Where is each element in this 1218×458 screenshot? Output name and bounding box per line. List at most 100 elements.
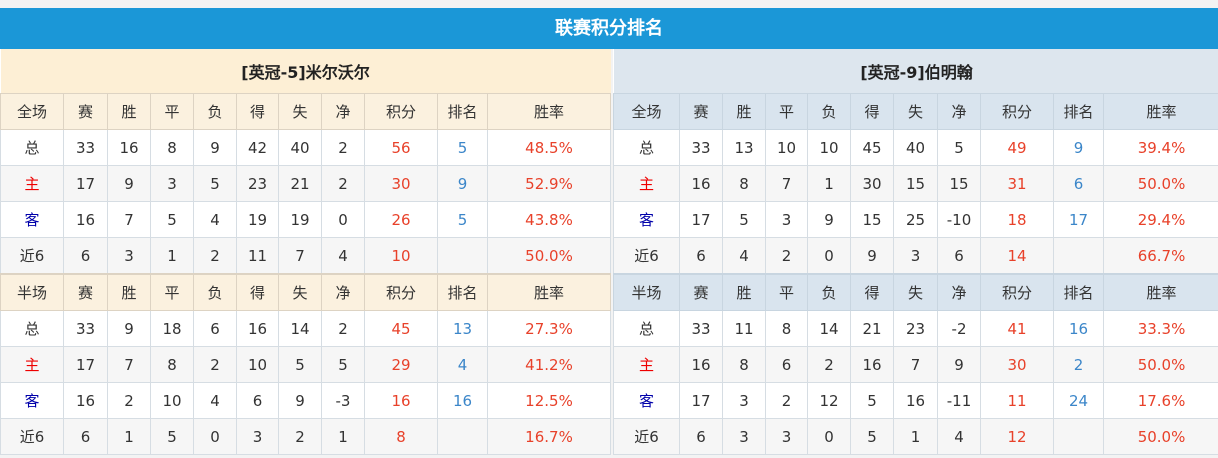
cell-draw: 3 bbox=[150, 165, 194, 202]
cell-win-rate: 66.7% bbox=[1103, 237, 1218, 275]
cell-loss: 4 bbox=[193, 201, 237, 238]
cell-draw: 8 bbox=[150, 346, 194, 383]
column-header: 赛 bbox=[63, 93, 108, 130]
half-header-row: 半场赛胜平负得失净积分 排名 胜率 bbox=[0, 273, 612, 311]
cell-rank bbox=[1053, 237, 1105, 275]
cell-win: 8 bbox=[722, 165, 767, 202]
section-label: 半场 bbox=[613, 273, 681, 311]
cell-rank: 9 bbox=[437, 165, 488, 202]
cell-goals-for: 5 bbox=[850, 382, 895, 419]
full-header-row: 全场赛胜平负得失净积分 排名 胜率 bbox=[0, 93, 612, 130]
cell-goals-for: 16 bbox=[236, 310, 279, 347]
table-row: 客 16 2 10 4 6 9 -3 16 16 12.5% bbox=[0, 382, 612, 419]
column-header: 平 bbox=[150, 273, 194, 311]
cell-goals-against: 25 bbox=[893, 201, 939, 238]
column-header: 积分 bbox=[364, 273, 438, 311]
column-header: 平 bbox=[765, 93, 809, 130]
cell-played: 17 bbox=[679, 201, 724, 238]
cell-win-rate: 12.5% bbox=[486, 382, 612, 419]
cell-points: 16 bbox=[364, 382, 438, 419]
cell-points: 45 bbox=[364, 310, 438, 347]
column-header: 胜 bbox=[722, 273, 767, 311]
cell-win: 3 bbox=[722, 382, 767, 419]
cell-win: 5 bbox=[722, 201, 767, 238]
table-row: 近6 6 1 5 0 3 2 1 8 16.7% bbox=[0, 418, 612, 455]
column-header: 赛 bbox=[679, 273, 724, 311]
cell-rank: 13 bbox=[437, 310, 488, 347]
row-label: 近6 bbox=[0, 418, 64, 455]
column-header: 积分 bbox=[980, 93, 1055, 130]
cell-goal-diff: 6 bbox=[937, 237, 982, 275]
cell-draw: 6 bbox=[765, 346, 809, 383]
cell-goal-diff: 2 bbox=[321, 129, 365, 166]
cell-loss: 10 bbox=[807, 129, 852, 166]
cell-draw: 3 bbox=[765, 201, 809, 238]
row-label: 主 bbox=[0, 346, 64, 383]
team-name: [英冠-9]伯明翰 bbox=[613, 49, 1218, 94]
cell-loss: 2 bbox=[807, 346, 852, 383]
cell-loss: 9 bbox=[807, 201, 852, 238]
standings-title: 联赛积分排名 bbox=[0, 8, 1218, 49]
cell-win-rate: 29.4% bbox=[1103, 201, 1218, 238]
column-header: 负 bbox=[193, 273, 237, 311]
cell-win: 4 bbox=[722, 237, 767, 275]
cell-win-rate: 48.5% bbox=[486, 129, 612, 166]
cell-points: 14 bbox=[980, 237, 1055, 275]
cell-rank bbox=[1053, 418, 1105, 455]
row-label: 客 bbox=[613, 382, 681, 419]
cell-played: 16 bbox=[679, 346, 724, 383]
cell-rank bbox=[437, 418, 488, 455]
cell-points: 8 bbox=[364, 418, 438, 455]
column-header: 净 bbox=[937, 273, 982, 311]
cell-win: 1 bbox=[107, 418, 151, 455]
column-header: 得 bbox=[236, 93, 279, 130]
cell-rank: 9 bbox=[1053, 129, 1105, 166]
cell-goals-against: 15 bbox=[893, 165, 939, 202]
cell-draw: 8 bbox=[150, 129, 194, 166]
cell-goals-for: 6 bbox=[236, 382, 279, 419]
table-row: 主 16 8 6 2 16 7 9 30 2 50.0% bbox=[613, 346, 1218, 383]
cell-goal-diff: 15 bbox=[937, 165, 982, 202]
cell-goals-against: 7 bbox=[278, 237, 322, 275]
cell-points: 10 bbox=[364, 237, 438, 275]
cell-win: 7 bbox=[107, 201, 151, 238]
row-label: 近6 bbox=[0, 237, 64, 275]
cell-goals-for: 21 bbox=[850, 310, 895, 347]
column-header: 胜率 bbox=[1103, 273, 1218, 311]
row-label: 总 bbox=[0, 310, 64, 347]
cell-points: 18 bbox=[980, 201, 1055, 238]
cell-loss: 9 bbox=[193, 129, 237, 166]
cell-win-rate: 39.4% bbox=[1103, 129, 1218, 166]
table-row: 总 33 9 18 6 16 14 2 45 13 27.3% bbox=[0, 310, 612, 347]
cell-goal-diff: 2 bbox=[321, 310, 365, 347]
column-header: 失 bbox=[278, 93, 322, 130]
cell-draw: 10 bbox=[150, 382, 194, 419]
cell-loss: 0 bbox=[807, 418, 852, 455]
section-label: 全场 bbox=[613, 93, 681, 130]
cell-loss: 1 bbox=[807, 165, 852, 202]
table-row: 总 33 11 8 14 21 23 -2 41 16 33.3% bbox=[613, 310, 1218, 347]
cell-win: 9 bbox=[107, 310, 151, 347]
cell-draw: 5 bbox=[150, 201, 194, 238]
column-header: 胜 bbox=[722, 93, 767, 130]
row-label: 主 bbox=[613, 165, 681, 202]
cell-loss: 2 bbox=[193, 237, 237, 275]
cell-goals-against: 16 bbox=[893, 382, 939, 419]
row-label: 总 bbox=[0, 129, 64, 166]
cell-goals-for: 45 bbox=[850, 129, 895, 166]
cell-played: 17 bbox=[63, 165, 108, 202]
row-label: 客 bbox=[0, 201, 64, 238]
cell-played: 16 bbox=[679, 165, 724, 202]
column-header: 积分 bbox=[364, 93, 438, 130]
cell-win: 3 bbox=[107, 237, 151, 275]
table-row: 近6 6 3 1 2 11 7 4 10 50.0% bbox=[0, 237, 612, 275]
table-row: 主 17 7 8 2 10 5 5 29 4 41.2% bbox=[0, 346, 612, 383]
row-label: 近6 bbox=[613, 237, 681, 275]
cell-win-rate: 33.3% bbox=[1103, 310, 1218, 347]
cell-goals-against: 7 bbox=[893, 346, 939, 383]
column-header: 胜 bbox=[107, 93, 151, 130]
cell-points: 41 bbox=[980, 310, 1055, 347]
cell-win: 9 bbox=[107, 165, 151, 202]
column-header: 积分 bbox=[980, 273, 1055, 311]
cell-goals-for: 19 bbox=[236, 201, 279, 238]
